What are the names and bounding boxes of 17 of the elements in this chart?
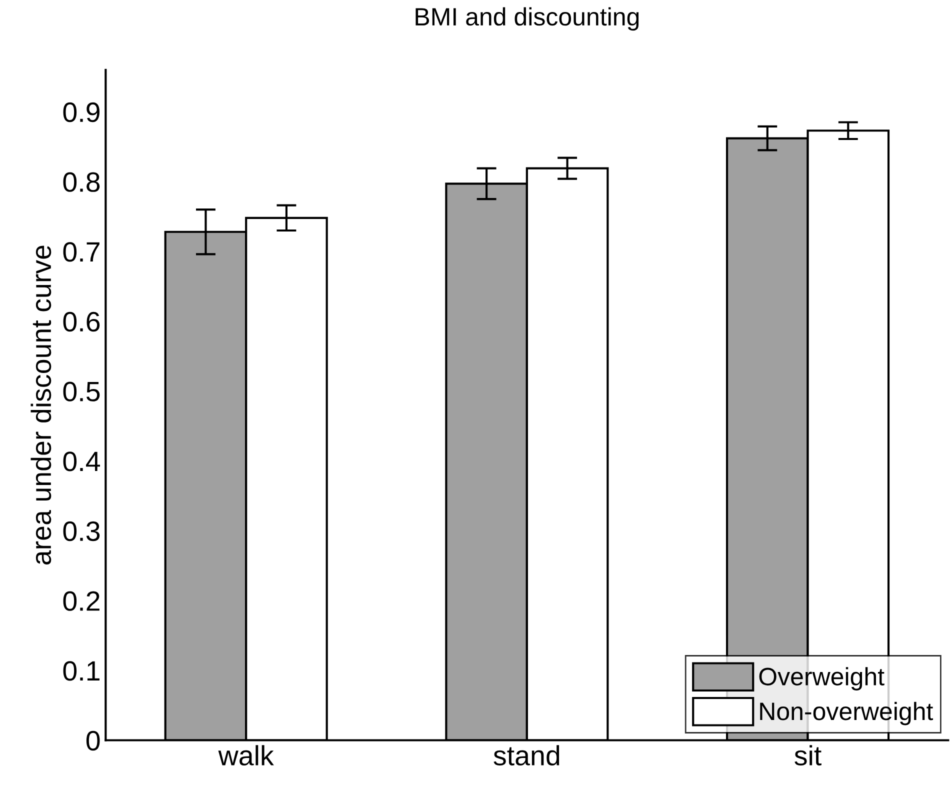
x-tick-label: stand <box>494 745 560 766</box>
y-tick-label: 0.9 <box>63 102 100 122</box>
y-tick-label: 0 <box>86 730 100 751</box>
y-tick-label: 0.2 <box>63 591 100 611</box>
legend-label: Overweight <box>759 667 884 690</box>
y-tick-label: 0.5 <box>63 382 100 402</box>
y-tick-label: 0.1 <box>63 661 100 681</box>
y-tick-label: 0.8 <box>63 172 100 192</box>
y-tick-label: 0.6 <box>63 312 100 332</box>
y-tick-label: 0.3 <box>63 521 100 542</box>
x-tick-label: walk <box>218 745 274 766</box>
y-axis-title: area under discount curve <box>30 246 52 564</box>
chart-title: BMI and discounting <box>416 7 639 31</box>
x-tick-label: sit <box>794 745 822 766</box>
y-tick-label: 0.7 <box>63 242 100 262</box>
legend-label: Non-overweight <box>760 702 934 726</box>
y-tick-label: 0.4 <box>63 452 100 472</box>
